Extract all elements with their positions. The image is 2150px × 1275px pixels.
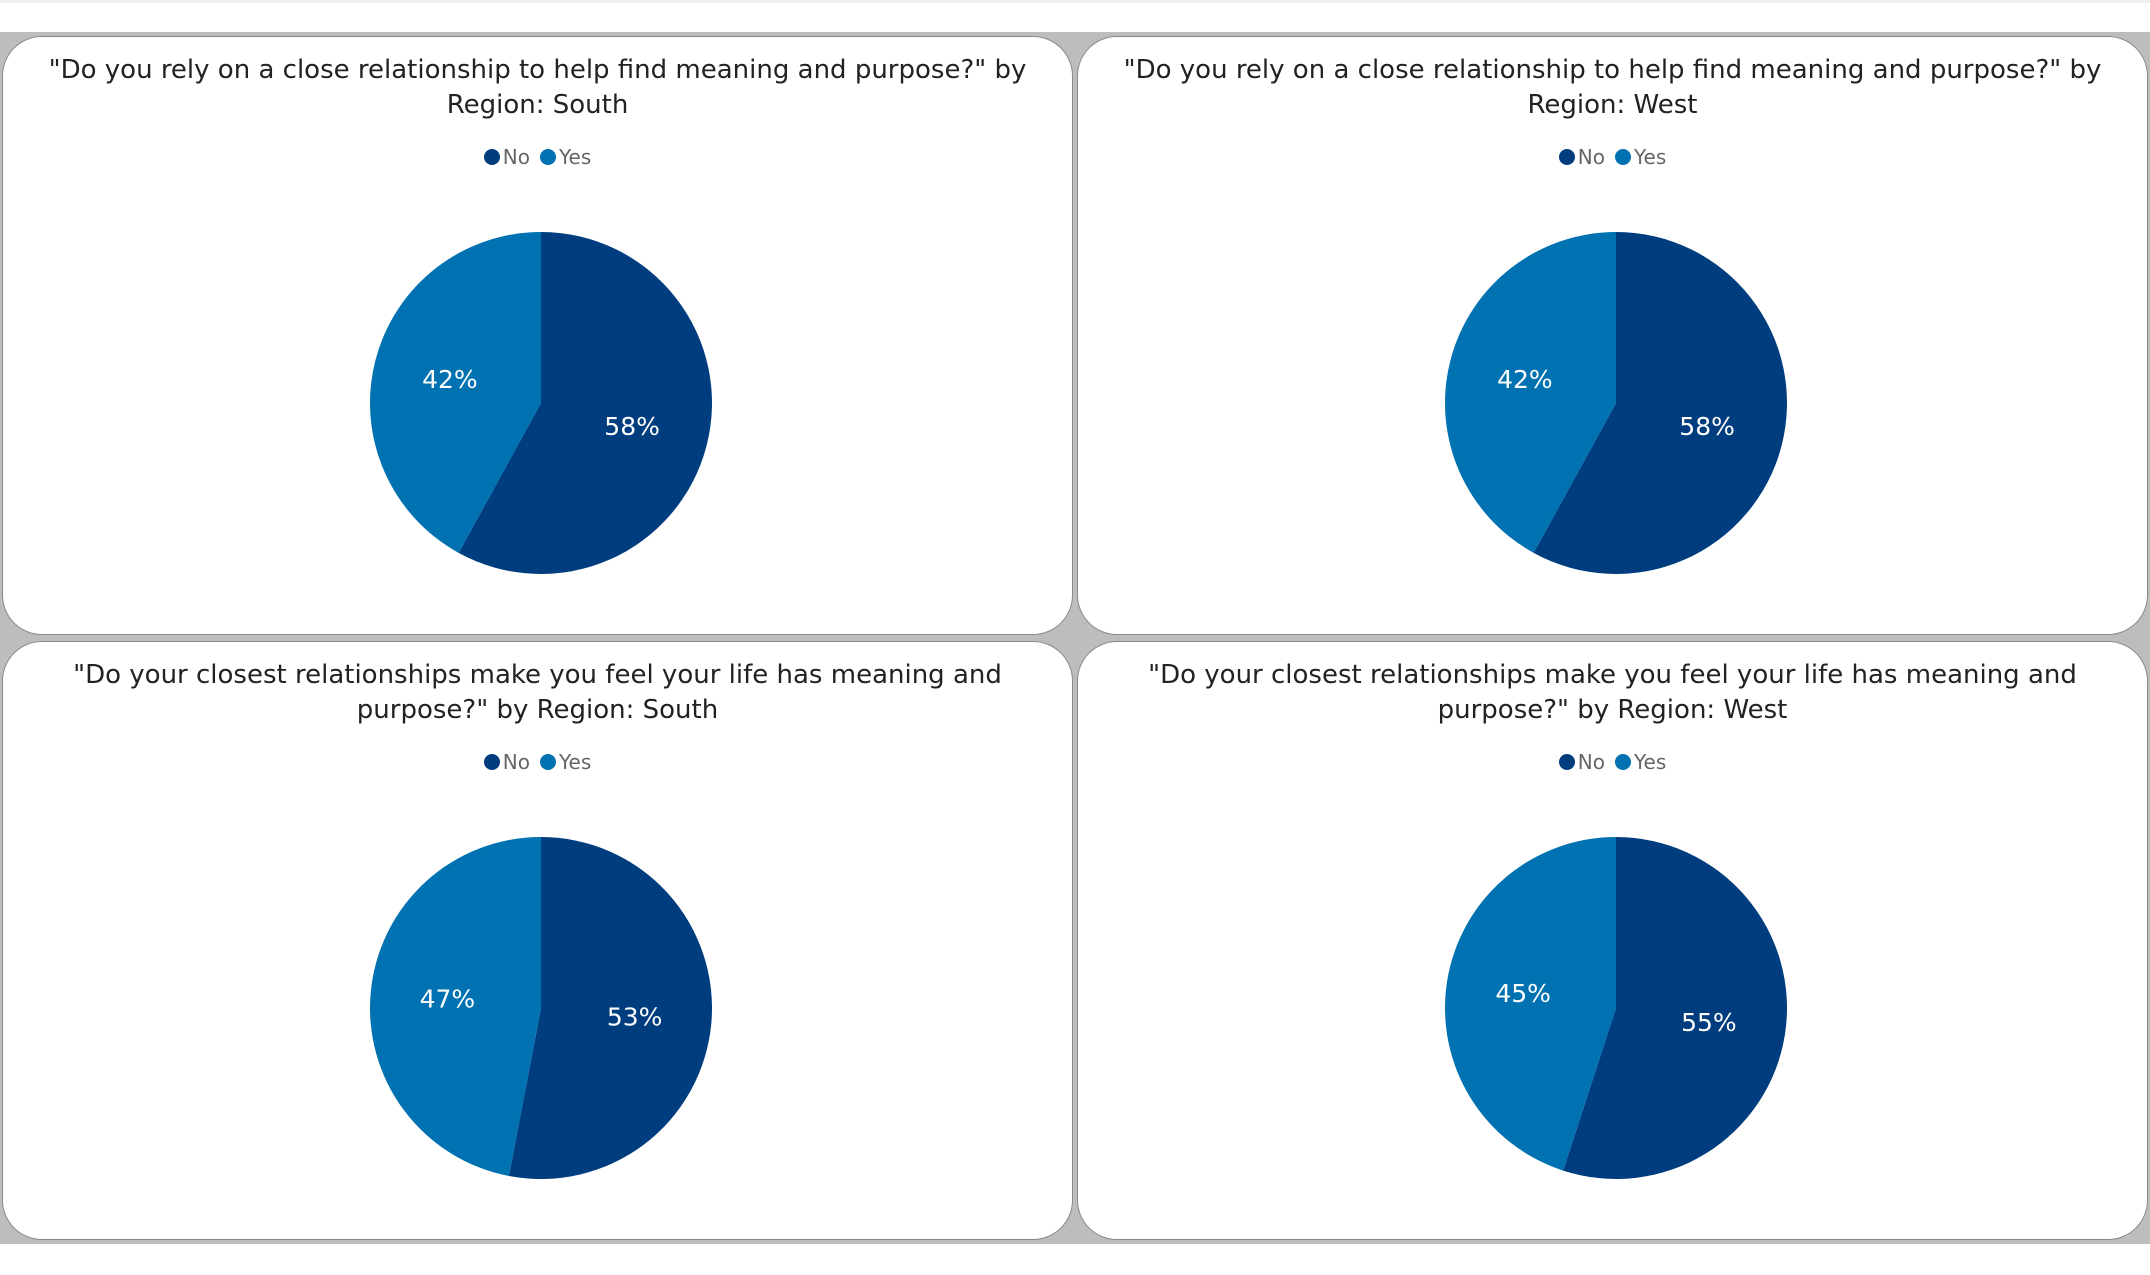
legend-item-yes: Yes [1614, 145, 1667, 169]
pie-slice-no [458, 232, 713, 574]
data-label-yes: 45% [1495, 979, 1551, 1008]
legend-swatch-yes [539, 754, 556, 770]
legend-swatch-yes [1614, 149, 1631, 165]
pie-slice-yes [369, 837, 541, 1176]
data-label-yes: 42% [422, 365, 478, 394]
legend-label-no: No [502, 145, 530, 169]
chart-panel-1: "Do you rely on a close relationship to … [2, 36, 1073, 635]
chart-legend: No Yes [3, 750, 1072, 774]
pie-slice-no [508, 837, 712, 1179]
pie-chart: 58% 42% [1445, 232, 1787, 574]
chart-title: "Do you rely on a close relationship to … [1123, 55, 2102, 120]
chart-title: "Do your closest relationships make you … [1148, 660, 2077, 725]
legend-item-yes: Yes [1614, 750, 1667, 774]
pie-slice-no [1533, 232, 1787, 574]
legend-swatch-no [483, 149, 500, 165]
top-divider [0, 0, 2150, 3]
legend-swatch-yes [539, 149, 556, 165]
chart-legend: No Yes [1078, 750, 2147, 774]
legend-item-no: No [483, 750, 530, 774]
chart-grid: "Do you rely on a close relationship to … [0, 32, 2150, 1244]
legend-item-yes: Yes [539, 750, 592, 774]
legend-item-no: No [483, 145, 530, 169]
legend-label-no: No [1577, 145, 1605, 169]
legend-item-no: No [1558, 145, 1605, 169]
legend-label-no: No [502, 750, 530, 774]
data-label-no: 58% [1679, 412, 1735, 441]
pie-slice-yes [1445, 232, 1616, 553]
legend-swatch-no [1558, 754, 1575, 770]
data-label-yes: 47% [420, 985, 476, 1014]
legend-swatch-no [483, 754, 500, 770]
chart-panel-2: "Do you rely on a close relationship to … [1077, 36, 2148, 635]
legend-item-yes: Yes [539, 145, 592, 169]
legend-label-no: No [1577, 750, 1605, 774]
chart-legend: No Yes [3, 145, 1072, 169]
pie-chart: 53% 47% [369, 837, 712, 1179]
chart-title: "Do your closest relationships make you … [73, 660, 1002, 725]
data-label-no: 58% [604, 412, 660, 441]
legend-label-yes: Yes [1633, 750, 1667, 774]
pie-chart: 55% 45% [1445, 837, 1787, 1179]
data-label-yes: 42% [1497, 365, 1553, 394]
legend-swatch-yes [1614, 754, 1631, 770]
chart-panel-4: "Do your closest relationships make you … [1077, 641, 2148, 1240]
chart-panel-3: "Do your closest relationships make you … [2, 641, 1073, 1240]
legend-label-yes: Yes [558, 145, 592, 169]
data-label-no: 55% [1681, 1008, 1737, 1037]
legend-label-yes: Yes [558, 750, 592, 774]
legend-swatch-no [1558, 149, 1575, 165]
legend-label-yes: Yes [1633, 145, 1667, 169]
chart-title: "Do you rely on a close relationship to … [48, 55, 1027, 120]
pie-slice-no [1563, 837, 1787, 1179]
data-label-no: 53% [607, 1002, 663, 1031]
legend-item-no: No [1558, 750, 1605, 774]
pie-slice-yes [1445, 837, 1616, 1171]
pie-chart: 58% 42% [370, 232, 713, 574]
chart-legend: No Yes [1078, 145, 2147, 169]
pie-slice-yes [370, 232, 541, 553]
